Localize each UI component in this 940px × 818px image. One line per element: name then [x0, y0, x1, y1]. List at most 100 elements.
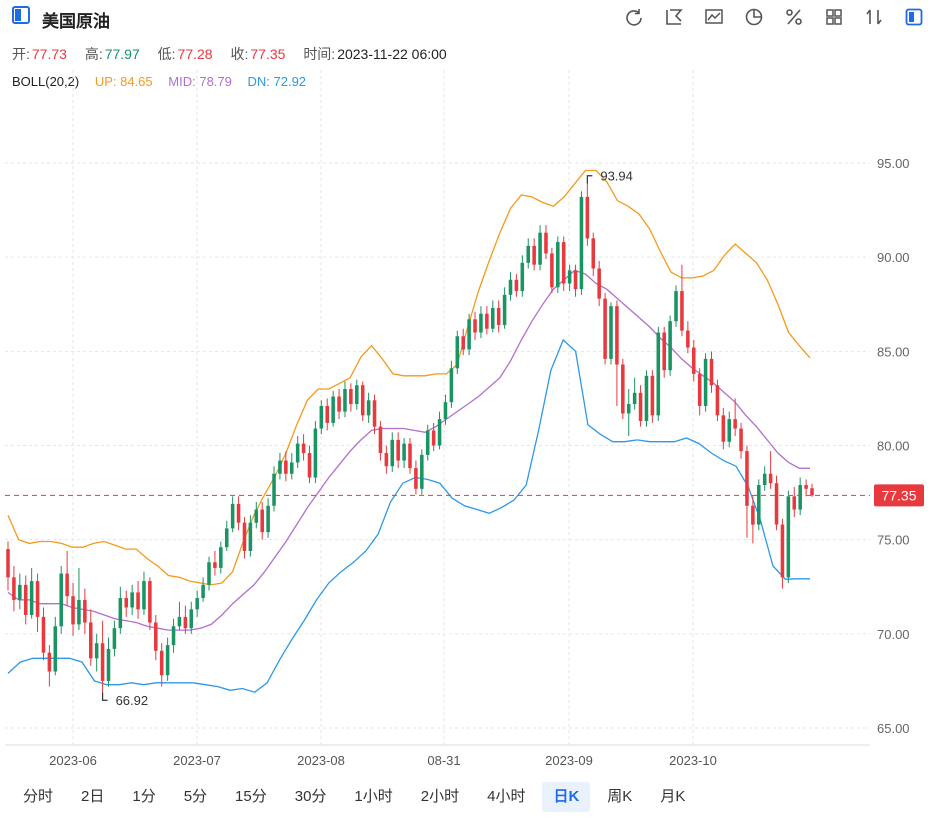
y-tick-label: 85.00: [877, 344, 910, 359]
candle-body: [295, 443, 300, 463]
candle-body: [751, 505, 755, 525]
candle-body: [18, 584, 22, 600]
x-tick-label: 2023-07: [173, 753, 221, 768]
candle-body: [390, 439, 395, 467]
y-tick-label: 65.00: [877, 721, 910, 736]
candle-body: [6, 549, 10, 578]
candle-body: [621, 364, 625, 414]
candle-body: [402, 443, 406, 461]
chart-style-icon[interactable]: [698, 4, 730, 30]
period-button-5[interactable]: 30分: [294, 788, 327, 805]
candle-body: [65, 573, 69, 597]
panel-toggle-icon[interactable]: [12, 6, 30, 24]
candle-body: [183, 616, 188, 629]
grid-icon[interactable]: [818, 4, 850, 30]
candle-body: [556, 242, 560, 288]
period-button-6[interactable]: 1小时: [354, 788, 393, 805]
candle-body: [496, 308, 501, 325]
panel-icon[interactable]: [898, 4, 930, 30]
candle-body: [425, 430, 430, 455]
period-button-8[interactable]: 4小时: [487, 788, 526, 805]
candle-body: [307, 453, 312, 478]
candle-body: [337, 396, 341, 412]
period-button-11[interactable]: 月K: [660, 788, 686, 805]
candle-body: [650, 375, 655, 416]
instrument-title: 美国原油: [42, 12, 110, 31]
candle-body: [118, 598, 123, 629]
boll-legend: BOLL(20,2) UP: 84.65 MID: 78.79 DN: 72.9…: [12, 74, 318, 89]
y-tick-label: 95.00: [877, 156, 910, 171]
period-button-3[interactable]: 5分: [183, 788, 208, 805]
candle-body: [721, 415, 726, 442]
boll-mid-band: [7, 269, 810, 631]
candle-body: [443, 402, 448, 420]
candle-body: [567, 270, 572, 284]
high-value: 77.97: [104, 46, 140, 62]
candle-body: [284, 460, 288, 474]
period-button-10[interactable]: 周K: [607, 788, 633, 805]
candle-body: [254, 509, 259, 523]
current-price-tag: [874, 484, 924, 507]
low-marker-arrow: [101, 692, 108, 701]
candle-body: [94, 643, 99, 659]
refresh-icon[interactable]: [618, 4, 650, 30]
candle-body: [224, 528, 229, 548]
candle-body: [289, 462, 294, 474]
candle-body: [124, 598, 129, 608]
pie-icon[interactable]: [738, 4, 770, 30]
candle-body: [609, 306, 613, 359]
candle-body: [626, 404, 631, 414]
period-button-2[interactable]: 1分: [132, 788, 156, 805]
candle-body: [360, 385, 365, 416]
candle-body: [112, 628, 117, 649]
candle-body: [41, 616, 46, 653]
period-button-7[interactable]: 2小时: [420, 788, 460, 805]
candle-body: [29, 581, 34, 615]
candle-body: [260, 509, 264, 533]
percent-icon[interactable]: [778, 4, 810, 30]
candle-body: [154, 622, 158, 651]
period-button-4[interactable]: 15分: [235, 788, 267, 805]
candle-body: [479, 313, 483, 333]
period-button-9[interactable]: 日K: [542, 782, 591, 812]
open-value: 77.73: [31, 46, 67, 62]
candle-body: [810, 488, 814, 496]
candle-body: [372, 400, 377, 427]
candle-body: [715, 385, 720, 416]
candle-body: [768, 473, 773, 484]
candle-body: [591, 238, 596, 269]
candle-body: [272, 473, 276, 506]
period-button-1[interactable]: 2日: [81, 788, 105, 805]
candle-body: [668, 321, 672, 371]
candle-body: [47, 652, 52, 672]
candle-body: [538, 232, 542, 265]
close-label: 收:: [230, 46, 249, 62]
candle-body: [508, 279, 513, 295]
candle-body: [420, 454, 424, 489]
candle-body: [177, 616, 182, 627]
boll-upper-band: [7, 169, 811, 586]
candle-body: [686, 330, 690, 348]
candle-body: [786, 496, 791, 578]
high-label: 高:: [84, 46, 103, 62]
candle-body: [615, 306, 619, 365]
candle-body: [709, 358, 714, 386]
period-button-0[interactable]: 分时: [23, 788, 54, 805]
candle-body: [573, 270, 578, 290]
time-value: 2023-11-22 06:00: [337, 46, 447, 62]
x-tick-label: 2023-08: [297, 753, 345, 768]
draw-icon[interactable]: [658, 4, 690, 30]
candlestick-chart[interactable]: 95.00 90.00 85.00 80.00 75.00 70.00 65.00 2023-…: [0, 68, 940, 778]
boll-name: BOLL(20,2): [12, 74, 80, 89]
candle-body: [644, 375, 649, 422]
candle-body: [343, 389, 347, 412]
candle-body: [532, 245, 536, 265]
candle-body: [804, 485, 808, 489]
candle-body: [638, 392, 643, 422]
candle-body: [100, 643, 105, 681]
candle-body: [355, 385, 359, 405]
candle-body: [230, 503, 235, 529]
candle-body: [59, 573, 63, 627]
high-marker-label: 93.94: [600, 169, 633, 184]
sort-icon[interactable]: [858, 4, 890, 30]
